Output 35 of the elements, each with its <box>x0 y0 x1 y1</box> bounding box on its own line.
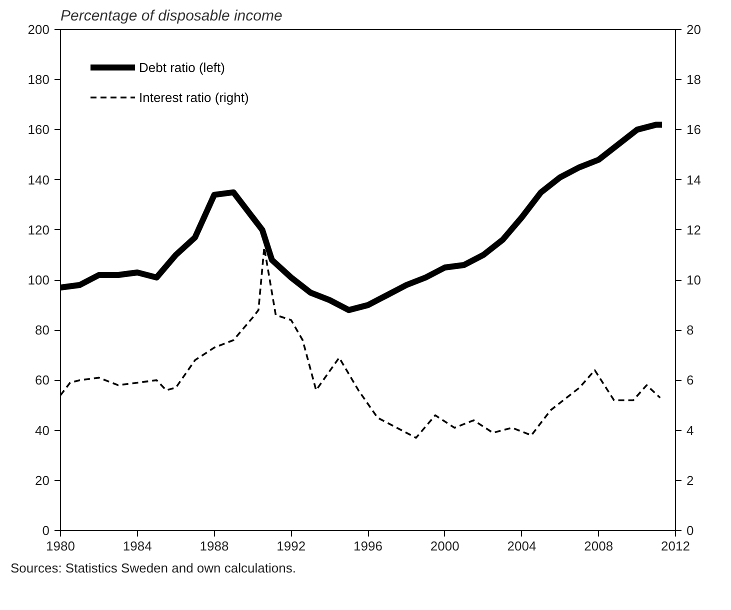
y2-tick-label: 12 <box>686 222 701 238</box>
legend-label: Debt ratio (left) <box>139 60 225 74</box>
x-tick-label: 2008 <box>584 538 614 554</box>
y-tick-label: 120 <box>28 222 50 238</box>
x-tick-label: 2012 <box>661 538 690 554</box>
y2-tick-label: 6 <box>686 372 694 388</box>
x-tick-label: 1984 <box>122 538 152 554</box>
y-tick-label: 180 <box>28 72 50 88</box>
x-tick-label: 1992 <box>276 538 306 554</box>
x-tick-label: 2000 <box>430 538 460 554</box>
y2-tick-label: 8 <box>686 322 694 338</box>
y-tick-label: 160 <box>28 122 50 138</box>
y-tick-label: 0 <box>42 523 50 538</box>
y-tick-label: 40 <box>35 422 50 438</box>
chart-title: Percentage of disposable income <box>60 8 282 24</box>
y2-tick-label: 20 <box>686 22 701 37</box>
y-tick-label: 200 <box>28 22 50 37</box>
y2-tick-label: 2 <box>686 472 694 488</box>
y2-tick-label: 16 <box>686 122 701 138</box>
y-tick-label: 60 <box>35 372 50 388</box>
y2-tick-label: 0 <box>686 523 694 538</box>
x-tick-label: 1996 <box>354 538 382 554</box>
y2-tick-label: 18 <box>686 72 701 88</box>
source-note: Sources: Statistics Sweden and own calculations. <box>10 560 296 576</box>
x-tick-label: 2004 <box>507 538 536 554</box>
y2-tick-label: 10 <box>686 272 701 288</box>
y-tick-label: 80 <box>35 322 50 338</box>
x-tick-label: 1980 <box>46 538 75 554</box>
y-tick-label: 100 <box>28 272 50 288</box>
y2-tick-label: 14 <box>686 172 701 188</box>
y2-tick-label: 4 <box>686 422 694 438</box>
y-tick-label: 20 <box>35 472 50 488</box>
x-tick-label: 1988 <box>200 538 229 554</box>
legend-label: Interest ratio (right) <box>139 90 249 104</box>
y-tick-label: 140 <box>28 172 50 188</box>
